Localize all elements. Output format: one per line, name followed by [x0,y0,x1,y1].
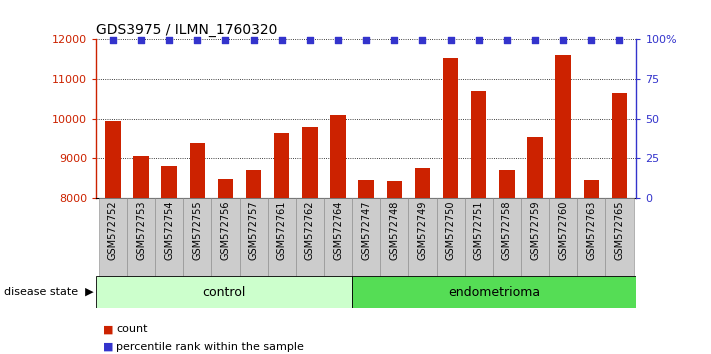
Bar [465,198,493,276]
Text: GSM572751: GSM572751 [474,201,483,260]
Bar [499,170,515,198]
Text: GSM572748: GSM572748 [390,201,400,260]
Bar [408,198,437,276]
Bar [549,198,577,276]
Text: GSM572761: GSM572761 [277,201,287,260]
Text: GSM572755: GSM572755 [192,201,203,260]
Text: control: control [202,286,246,298]
Bar [528,137,542,198]
Point [360,37,372,43]
Point [389,37,400,43]
Text: GSM572763: GSM572763 [587,201,597,260]
Bar [555,55,571,198]
Text: ■: ■ [103,324,114,334]
Bar [211,198,240,276]
Bar [161,166,177,198]
Bar [218,179,233,198]
Point [417,37,428,43]
Bar [267,198,296,276]
Text: GSM572749: GSM572749 [417,201,427,260]
Bar [133,156,149,198]
Text: GSM572750: GSM572750 [446,201,456,260]
Bar [443,58,459,198]
Text: endometrioma: endometrioma [448,286,540,298]
Bar [352,198,380,276]
Bar [127,198,155,276]
Text: GSM572760: GSM572760 [558,201,568,260]
Text: GSM572764: GSM572764 [333,201,343,260]
Text: GSM572753: GSM572753 [136,201,146,260]
Point [164,37,175,43]
Bar [358,180,374,198]
Bar [493,198,521,276]
Point [501,37,513,43]
Point [107,37,119,43]
Bar [584,179,599,198]
Bar [380,198,408,276]
Bar [296,198,324,276]
Text: GSM572762: GSM572762 [305,201,315,260]
Bar [611,93,627,198]
Point [586,37,597,43]
Bar [437,198,465,276]
Text: GSM572754: GSM572754 [164,201,174,260]
Text: GSM572747: GSM572747 [361,201,371,260]
Bar [155,198,183,276]
Bar [302,127,318,198]
Point [276,37,287,43]
Text: GSM572756: GSM572756 [220,201,230,260]
Bar [105,121,121,198]
Point [192,37,203,43]
Bar [521,198,549,276]
Bar [99,198,127,276]
Point [248,37,260,43]
Text: disease state  ▶: disease state ▶ [4,287,93,297]
Point [557,37,569,43]
Point [304,37,316,43]
Text: GDS3975 / ILMN_1760320: GDS3975 / ILMN_1760320 [96,23,277,36]
Text: GSM572759: GSM572759 [530,201,540,260]
Bar [331,115,346,198]
Point [445,37,456,43]
Bar [415,168,430,198]
Bar [352,276,636,308]
Text: GSM572758: GSM572758 [502,201,512,260]
Point [614,37,625,43]
Text: GSM572765: GSM572765 [614,201,624,260]
Bar [605,198,634,276]
Text: GSM572752: GSM572752 [108,201,118,260]
Point [473,37,484,43]
Point [332,37,343,43]
Bar [324,198,352,276]
Bar [577,198,605,276]
Text: percentile rank within the sample: percentile rank within the sample [116,342,304,352]
Bar [471,91,486,198]
Bar [183,198,211,276]
Point [220,37,231,43]
Point [529,37,540,43]
Bar [387,181,402,198]
Bar [190,143,205,198]
Bar [274,133,289,198]
Bar [96,276,352,308]
Bar [240,198,267,276]
Point [135,37,146,43]
Text: count: count [116,324,147,334]
Text: GSM572757: GSM572757 [249,201,259,260]
Bar [246,170,262,198]
Text: ■: ■ [103,342,114,352]
